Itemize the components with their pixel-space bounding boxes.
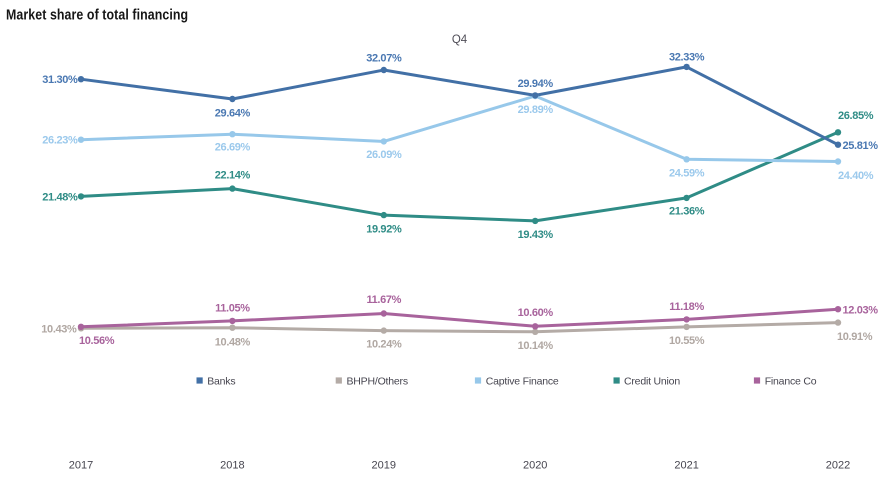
- svg-text:32.33%: 32.33%: [669, 52, 705, 64]
- svg-text:29.64%: 29.64%: [215, 108, 251, 120]
- svg-text:24.40%: 24.40%: [838, 170, 874, 182]
- svg-text:Credit Union: Credit Union: [624, 375, 680, 387]
- svg-text:19.43%: 19.43%: [518, 229, 554, 241]
- svg-text:2022: 2022: [826, 459, 850, 471]
- svg-text:2021: 2021: [674, 459, 698, 471]
- svg-text:19.92%: 19.92%: [366, 224, 402, 236]
- svg-text:29.94%: 29.94%: [518, 78, 554, 90]
- svg-text:10.91%: 10.91%: [837, 331, 873, 343]
- svg-text:Finance Co: Finance Co: [765, 375, 817, 387]
- svg-text:Captive Finance: Captive Finance: [486, 375, 559, 387]
- svg-text:11.18%: 11.18%: [669, 301, 704, 313]
- svg-text:2020: 2020: [523, 459, 547, 471]
- svg-text:10.14%: 10.14%: [518, 340, 554, 352]
- svg-text:24.59%: 24.59%: [669, 167, 705, 179]
- svg-text:BHPH/Others: BHPH/Others: [347, 375, 408, 387]
- svg-text:26.09%: 26.09%: [366, 149, 402, 161]
- svg-text:2019: 2019: [372, 459, 396, 471]
- svg-text:Market share of total financin: Market share of total financing: [6, 7, 188, 23]
- svg-text:25.81%: 25.81%: [843, 140, 879, 152]
- svg-text:26.23%: 26.23%: [42, 135, 78, 147]
- svg-text:10.43%: 10.43%: [41, 323, 77, 335]
- svg-text:11.67%: 11.67%: [366, 294, 401, 306]
- svg-text:26.69%: 26.69%: [215, 142, 251, 154]
- svg-text:10.55%: 10.55%: [669, 335, 705, 347]
- svg-text:10.48%: 10.48%: [215, 336, 251, 348]
- svg-text:10.56%: 10.56%: [79, 335, 115, 347]
- svg-text:Q4: Q4: [452, 34, 468, 46]
- svg-text:Banks: Banks: [207, 375, 235, 387]
- svg-text:10.24%: 10.24%: [366, 339, 402, 351]
- svg-text:2017: 2017: [69, 459, 93, 471]
- svg-text:31.30%: 31.30%: [42, 74, 78, 86]
- svg-text:32.07%: 32.07%: [366, 52, 402, 64]
- svg-text:21.36%: 21.36%: [669, 205, 705, 217]
- svg-text:29.89%: 29.89%: [518, 104, 554, 116]
- svg-text:22.14%: 22.14%: [215, 170, 251, 182]
- svg-text:21.48%: 21.48%: [42, 191, 78, 203]
- svg-text:11.05%: 11.05%: [215, 303, 250, 315]
- svg-text:2018: 2018: [220, 459, 244, 471]
- svg-text:10.60%: 10.60%: [518, 307, 554, 319]
- svg-text:12.03%: 12.03%: [843, 304, 879, 316]
- svg-text:26.85%: 26.85%: [838, 110, 874, 122]
